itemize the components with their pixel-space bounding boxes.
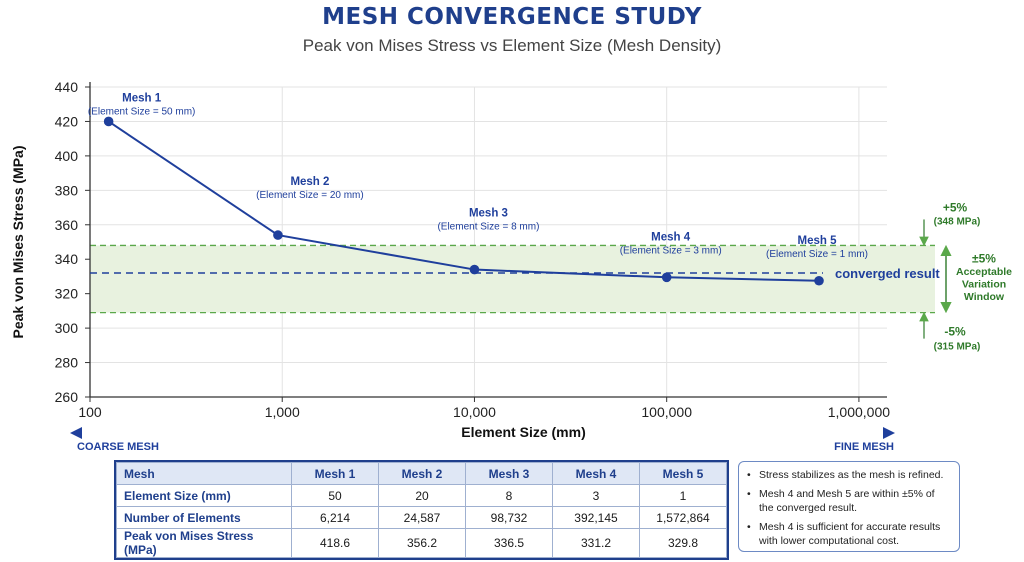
- convergence-chart: 260 280 300 320 340 360 380 400 420 440 100 1,000 10…: [10, 79, 1012, 453]
- y-tick-label: 420: [55, 113, 79, 129]
- data-point: [814, 275, 824, 286]
- table-cell: 331.2: [552, 528, 640, 558]
- y-axis-label: Peak von Mises Stress (MPa): [10, 146, 26, 339]
- y-tick-label: 400: [55, 148, 79, 164]
- band-center-label: Variation: [962, 278, 1006, 290]
- note-item: Stress stabilizes as the mesh is refined…: [747, 468, 951, 482]
- table-cell: 336.5: [465, 528, 553, 558]
- data-point: [469, 264, 480, 275]
- fine-mesh-label: FINE MESH: [834, 441, 894, 453]
- x-tick-label: 100,000: [641, 404, 692, 420]
- table-row: Number of Elements 6,214 24,587 98,732 3…: [116, 506, 727, 529]
- data-point-sublabel: (Element Size = 8 mm): [437, 222, 539, 233]
- x-axis-label: Element Size (mm): [461, 424, 585, 440]
- table-cell: 329.8: [639, 528, 727, 558]
- coarse-mesh-label: COARSE MESH: [77, 441, 159, 453]
- chart-title: MESH CONVERGENCE STUDY: [322, 4, 702, 30]
- x-tick-label: 10,000: [453, 404, 496, 420]
- table-row: Element Size (mm) 50 20 8 3 1: [116, 484, 727, 507]
- mesh-results-table: Mesh Mesh 1 Mesh 2 Mesh 3 Mesh 4 Mesh 5 …: [114, 460, 729, 560]
- table-header-cell: Mesh 4: [552, 462, 640, 485]
- coarse-arrow-head: [70, 427, 82, 439]
- x-tick-label: 1,000: [265, 404, 300, 420]
- y-tick-label: 280: [55, 355, 79, 371]
- data-point-label: Mesh 2: [290, 176, 329, 188]
- data-point: [661, 272, 672, 283]
- table-row-label: Number of Elements: [116, 506, 292, 529]
- table-row: Peak von Mises Stress (MPa) 418.6 356.2 …: [116, 528, 727, 558]
- converged-label: converged result: [835, 266, 940, 281]
- note-item: Mesh 4 and Mesh 5 are within ±5% of the …: [747, 487, 951, 515]
- y-tick-label: 320: [55, 286, 79, 302]
- y-tick-label: 340: [55, 251, 79, 267]
- band-upper-label: +5%: [943, 200, 968, 214]
- table-cell: 8: [465, 484, 553, 507]
- table-cell: 392,145: [552, 506, 640, 529]
- data-point-label: Mesh 3: [469, 208, 508, 220]
- y-tick-label: 260: [55, 389, 79, 405]
- band-center-label: Window: [964, 291, 1005, 303]
- notes-box: Stress stabilizes as the mesh is refined…: [738, 461, 960, 552]
- table-header-cell: Mesh 1: [291, 462, 379, 485]
- fine-arrow-head: [883, 427, 895, 439]
- table-cell: 356.2: [378, 528, 466, 558]
- table-cell: 3: [552, 484, 640, 507]
- note-item: Mesh 4 is sufficient for accurate result…: [747, 520, 951, 548]
- table-header-cell: Mesh 5: [639, 462, 727, 485]
- data-point: [103, 116, 114, 127]
- data-point-sublabel: (Element Size = 1 mm): [766, 249, 868, 260]
- table-row-label: Element Size (mm): [116, 484, 292, 507]
- table-cell: 50: [291, 484, 379, 507]
- data-point-sublabel: (Element Size = 3 mm): [620, 245, 722, 256]
- table-cell: 1: [639, 484, 727, 507]
- table-header-cell: Mesh 2: [378, 462, 466, 485]
- chart-subtitle: Peak von Mises Stress vs Element Size (M…: [302, 36, 722, 55]
- table-header-cell: Mesh: [116, 462, 292, 485]
- band-upper-value: (348 MPa): [934, 216, 981, 227]
- data-point-label: Mesh 4: [651, 231, 691, 243]
- table-row-label: Peak von Mises Stress (MPa): [116, 528, 292, 558]
- band-lower-value: (315 MPa): [934, 342, 981, 353]
- table-cell: 20: [378, 484, 466, 507]
- y-tick-label: 440: [55, 79, 79, 95]
- data-point-sublabel: (Element Size = 20 mm): [256, 190, 364, 201]
- data-point: [273, 230, 283, 240]
- acceptable-band: [90, 245, 935, 313]
- table-cell: 98,732: [465, 506, 553, 529]
- band-center-label: Acceptable: [956, 266, 1012, 278]
- table-header-row: Mesh Mesh 1 Mesh 2 Mesh 3 Mesh 4 Mesh 5: [116, 462, 727, 485]
- table-cell: 24,587: [378, 506, 466, 529]
- y-tick-label: 360: [55, 217, 79, 233]
- band-center-label: ±5%: [972, 251, 996, 265]
- data-point-label: Mesh 5: [798, 235, 838, 247]
- table-cell: 6,214: [291, 506, 379, 529]
- table-cell: 1,572,864: [639, 506, 727, 529]
- table-header-cell: Mesh 3: [465, 462, 553, 485]
- x-tick-label: 1,000,000: [828, 404, 890, 420]
- data-point-label: Mesh 1: [122, 92, 162, 104]
- band-lower-label: -5%: [944, 325, 966, 339]
- y-tick-label: 380: [55, 182, 79, 198]
- table-cell: 418.6: [291, 528, 379, 558]
- x-tick-label: 100: [78, 404, 102, 420]
- data-point-sublabel: (Element Size = 50 mm): [88, 106, 196, 117]
- y-tick-label: 300: [55, 320, 79, 336]
